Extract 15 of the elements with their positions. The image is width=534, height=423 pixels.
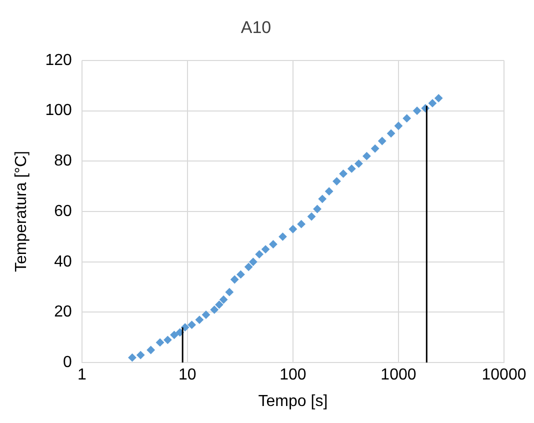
y-axis-title: Temperatura [°C] xyxy=(13,150,30,272)
y-tick-label: 20 xyxy=(54,304,72,321)
x-axis-title: Tempo [s] xyxy=(258,392,328,410)
y-tick-label: 100 xyxy=(45,102,72,120)
y-tick-label: 120 xyxy=(45,52,72,69)
y-tick-label: 60 xyxy=(54,202,72,220)
x-tick-label: 1 xyxy=(77,366,86,384)
x-tick-label: 10 xyxy=(178,366,196,384)
x-tick-label: 1000 xyxy=(380,366,416,384)
chart-title: A10 xyxy=(240,18,272,37)
x-tick-label: 100 xyxy=(280,366,306,384)
y-tick-label: 0 xyxy=(62,354,72,372)
x-tick-label: 10000 xyxy=(482,366,526,384)
y-tick-label: 40 xyxy=(54,253,72,270)
y-tick-label: 80 xyxy=(54,152,72,170)
